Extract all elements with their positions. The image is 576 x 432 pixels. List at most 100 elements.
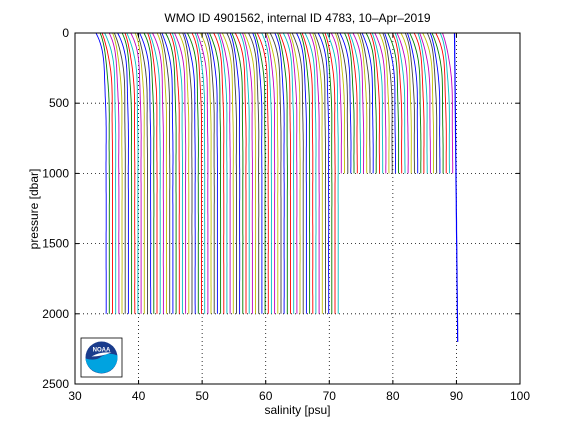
profile-line <box>361 32 374 174</box>
profile-line <box>191 32 202 314</box>
x-tick-label: 90 <box>450 389 464 403</box>
profile-line <box>322 32 333 314</box>
profile-line <box>108 32 120 314</box>
logo-text: NOAA <box>93 348 111 354</box>
noaa-logo: NOAA <box>80 337 123 378</box>
logo-wave <box>85 353 118 374</box>
profile-line <box>439 32 450 174</box>
profile-line <box>261 32 272 314</box>
profile-line <box>186 32 199 314</box>
profile-line <box>165 32 177 314</box>
profile-line <box>231 32 244 314</box>
profile-line <box>213 32 225 314</box>
profile-line <box>104 32 117 314</box>
profile-line <box>309 32 320 314</box>
profile-line <box>394 32 406 174</box>
profile-line <box>117 32 129 314</box>
profile-line <box>174 32 187 314</box>
profile-line <box>134 32 145 314</box>
separate-profile-line <box>453 32 459 342</box>
profile-line <box>391 32 403 174</box>
profile-line <box>248 32 260 314</box>
profile-line <box>387 32 400 174</box>
profile-line <box>149 32 161 314</box>
profile-line <box>429 32 441 174</box>
profile-line <box>296 32 307 314</box>
profile-line <box>378 32 390 174</box>
x-axis-label: salinity [psu] <box>264 403 331 417</box>
profile-line <box>226 32 237 314</box>
profile-line <box>124 32 136 314</box>
profile-line <box>239 32 250 314</box>
profile-line <box>289 32 301 314</box>
x-tick-label: 50 <box>195 389 209 403</box>
y-tick-label: 2500 <box>42 377 69 391</box>
profile-line <box>184 32 196 314</box>
profile-line <box>317 32 330 314</box>
y-tick-label: 1500 <box>42 237 69 251</box>
profile-line <box>254 32 266 314</box>
profile-line <box>314 32 326 314</box>
profile-line <box>324 32 336 314</box>
profile-line <box>252 32 263 314</box>
profile-line <box>330 32 342 174</box>
profile-line <box>384 32 396 174</box>
profile-line <box>274 32 285 314</box>
profile-line <box>171 32 183 314</box>
profile-line <box>130 32 142 314</box>
profile-line <box>374 32 387 174</box>
profile-line <box>95 32 107 314</box>
profile-line <box>152 32 164 314</box>
profile-line <box>382 32 393 174</box>
profile-line <box>404 32 415 174</box>
profile-line <box>400 32 412 174</box>
profile-line <box>301 32 314 314</box>
profile-line <box>365 32 377 174</box>
profile-line <box>229 32 241 314</box>
profile-line <box>194 32 206 314</box>
profile-line <box>396 32 409 174</box>
y-tick-label: 2000 <box>42 307 69 321</box>
profile-line <box>422 32 435 174</box>
profile-line <box>126 32 139 314</box>
plot-area <box>75 33 520 384</box>
profile-line <box>426 32 438 174</box>
profile-line <box>139 32 152 314</box>
logo-bird <box>91 352 112 357</box>
profile-line <box>357 32 368 174</box>
profile-line <box>334 32 346 174</box>
profile-line <box>178 32 190 314</box>
profile-line <box>339 32 352 174</box>
profile-line <box>278 32 292 314</box>
profile-line <box>242 32 253 314</box>
profile-line <box>347 32 358 174</box>
profile-line <box>326 32 339 314</box>
profile-line <box>143 32 155 314</box>
profile-line <box>282 32 295 314</box>
profile-line <box>217 32 228 314</box>
profile-line <box>256 32 269 314</box>
profile-line <box>435 32 447 174</box>
profile-line <box>206 32 218 314</box>
profile-line <box>113 32 126 314</box>
profiles-layer <box>95 32 459 342</box>
profile-line <box>101 32 114 314</box>
y-tick-label: 500 <box>49 96 69 110</box>
profile-line <box>419 32 431 174</box>
profile-line <box>287 32 298 314</box>
profile-line <box>349 32 361 174</box>
profile-line <box>269 32 282 314</box>
profile-line <box>359 32 371 174</box>
profile-line <box>161 32 174 314</box>
x-tick-label: 30 <box>68 389 82 403</box>
profile-line <box>431 32 444 174</box>
x-tick-label: 40 <box>132 389 146 403</box>
profile-line <box>352 32 365 174</box>
grid-layer <box>75 33 520 384</box>
profile-line <box>136 32 148 314</box>
profile-line <box>221 32 234 314</box>
profile-line <box>299 32 311 314</box>
profile-line <box>99 32 110 314</box>
